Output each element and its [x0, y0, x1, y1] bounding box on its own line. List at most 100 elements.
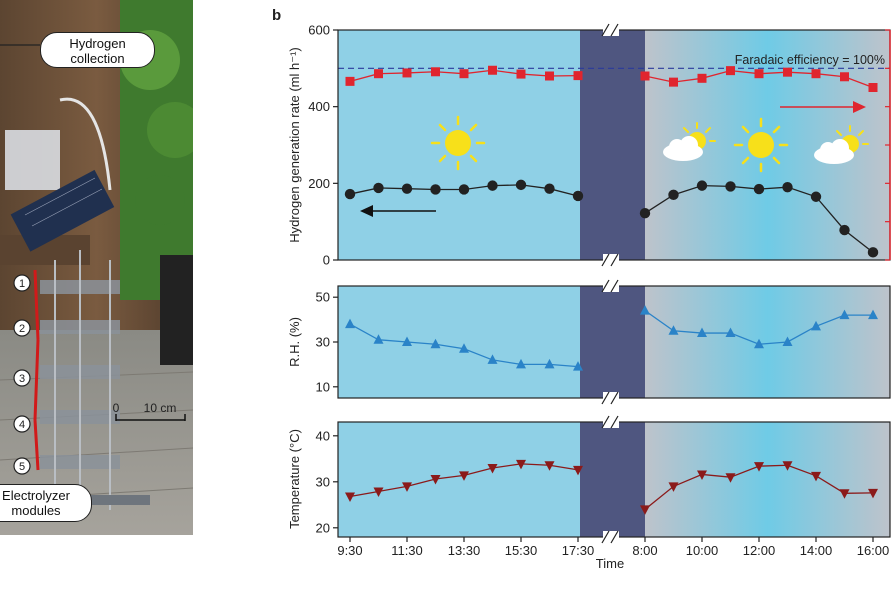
night-background — [580, 286, 645, 398]
data-point — [430, 475, 441, 485]
partly-cloudy-icon — [663, 122, 716, 161]
data-point — [668, 325, 679, 335]
y-tick-label: 200 — [308, 176, 330, 191]
data-point — [753, 183, 765, 195]
data-point — [640, 505, 650, 515]
data-point — [487, 464, 498, 474]
x-tick-label: 17:30 — [562, 543, 595, 558]
data-point — [430, 338, 441, 349]
right-axis-arrow — [780, 101, 866, 113]
rh-axis-label: R.H. (%) — [287, 317, 302, 367]
data-point — [516, 69, 526, 79]
module-number: 2 — [19, 323, 25, 335]
second-day-background — [645, 286, 890, 398]
data-point — [573, 71, 583, 81]
axis-break-mark — [601, 415, 610, 429]
axis-break-mark — [601, 391, 610, 405]
scale-bar: 0 10 cm — [113, 401, 186, 421]
data-point — [488, 65, 497, 75]
data-point — [867, 247, 879, 258]
data-point — [374, 69, 383, 79]
data-point — [868, 309, 878, 320]
day-background — [338, 422, 580, 537]
data-point — [487, 354, 498, 364]
hydrogen-axis-label: Hydrogen generation rate (ml h⁻¹) — [287, 47, 302, 242]
data-point — [430, 184, 441, 195]
x-axis-label: Time — [596, 556, 624, 571]
data-point — [544, 358, 555, 369]
sun-icon — [733, 117, 789, 173]
module-number: 1 — [19, 278, 25, 290]
temperature-axis-label: Temperature (°C) — [287, 429, 302, 529]
scale-zero: 0 — [113, 401, 120, 415]
series-group — [640, 461, 878, 515]
scale-length: 10 cm — [144, 401, 177, 415]
night-background — [580, 30, 645, 260]
reference-line-label: Faradaic efficiency = 100% — [735, 53, 885, 67]
data-point — [782, 181, 793, 193]
data-point — [544, 461, 555, 471]
y-tick-label: 0 — [323, 253, 330, 268]
data-point — [402, 336, 412, 346]
data-point — [572, 190, 584, 202]
x-tick-label: 15:30 — [505, 543, 538, 558]
data-point — [640, 305, 650, 315]
axis-break-mark — [610, 23, 619, 37]
series-group — [640, 305, 878, 349]
data-point — [373, 487, 384, 497]
series-group — [640, 66, 878, 92]
y-tick-label: 600 — [308, 23, 330, 38]
data-point — [459, 343, 469, 353]
data-point — [782, 461, 793, 471]
data-point — [754, 338, 764, 349]
data-point — [697, 470, 707, 480]
x-tick-label: 8:00 — [632, 543, 657, 558]
axes: 0 200 400 600 10 30 50 20 30 40 9:30 11:30 13:30 15:3… — [308, 23, 891, 558]
data-point — [697, 73, 707, 83]
data-point — [401, 183, 413, 194]
y-tick-label: 40 — [316, 428, 330, 443]
sun-icon — [430, 115, 486, 171]
x-tick-label: 12:00 — [743, 543, 776, 558]
series-group — [344, 179, 584, 202]
axis-break-mark — [610, 279, 619, 293]
data-point — [810, 191, 822, 202]
x-tick-label: 16:00 — [857, 543, 890, 558]
data-point — [840, 72, 849, 82]
data-point — [811, 471, 821, 482]
data-point — [544, 183, 555, 194]
data-point — [839, 224, 850, 236]
night-background — [580, 422, 645, 537]
data-point — [868, 488, 878, 499]
data-point — [811, 320, 821, 331]
data-point — [573, 361, 583, 371]
data-point — [402, 482, 412, 492]
series-group — [639, 180, 879, 258]
day-background — [338, 286, 580, 398]
data-point — [669, 77, 678, 87]
data-point — [754, 462, 764, 472]
module-number: 4 — [19, 419, 25, 431]
y-tick-label: 30 — [316, 335, 330, 350]
data-point — [868, 83, 878, 92]
axis-break-mark — [601, 530, 610, 544]
y-tick-label: 10 — [316, 379, 330, 394]
y-tick-label: 20 — [316, 520, 330, 535]
data-point — [573, 465, 583, 476]
electrolyzer-label: Electrolyzer modules — [2, 488, 70, 518]
axis-break-mark — [610, 530, 619, 544]
series-group — [345, 65, 583, 86]
data-point — [696, 180, 708, 191]
hydrogen-collection-label: Hydrogen collection — [69, 36, 126, 66]
data-point — [487, 180, 498, 191]
data-point — [459, 69, 469, 79]
data-point — [345, 76, 355, 86]
axis-break-mark — [610, 253, 619, 267]
electrolyzer-callout: Electrolyzer modules — [0, 484, 92, 522]
data-point — [431, 67, 440, 77]
data-point — [515, 179, 527, 191]
data-point — [783, 67, 792, 77]
data-point — [545, 71, 554, 81]
data-point — [373, 334, 384, 344]
data-point — [725, 327, 736, 338]
